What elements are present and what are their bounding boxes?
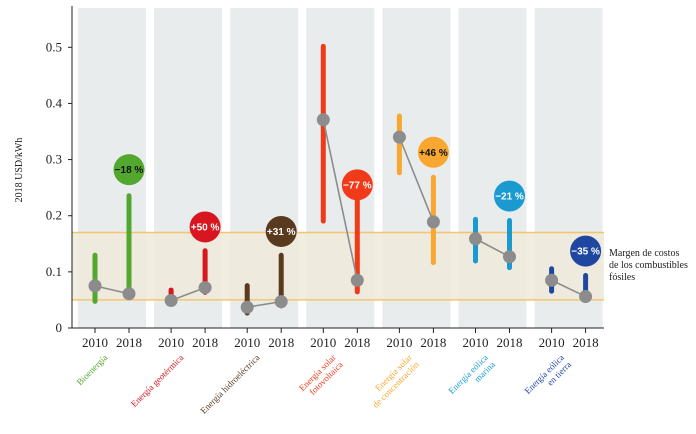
change-badge-label-2: +50 % — [191, 222, 220, 233]
change-badge-2 — [189, 211, 221, 243]
x-tick-label-2010: 2010 — [463, 335, 489, 350]
change-badge-1 — [113, 154, 145, 186]
x-tick-label-2010: 2010 — [158, 335, 184, 350]
category-label-line: Energía geotérmica — [129, 352, 186, 409]
average-dot-1-2010 — [88, 279, 102, 293]
range-bar-1-2010 — [92, 252, 98, 304]
x-tick-label-2018: 2018 — [344, 335, 370, 350]
fossil-band-label-line: fósiles — [609, 272, 635, 283]
category-label-line: Bioenergía — [75, 352, 110, 387]
y-tick-label: 0.4 — [46, 95, 63, 110]
x-tick-label-2018: 2018 — [116, 335, 142, 350]
category-label-1: Bioenergía — [75, 352, 110, 387]
average-dot-5-2018 — [426, 215, 440, 229]
average-dot-6-2018 — [503, 250, 516, 264]
change-badge-6 — [494, 180, 525, 212]
change-badge-label-7: −35 % — [571, 247, 600, 258]
range-bar-4-2010 — [320, 43, 326, 224]
average-dot-3-2018 — [274, 295, 288, 309]
category-label-line: Energía hidroeléctrica — [198, 352, 261, 415]
change-badge-5 — [417, 136, 449, 168]
category-label-4: Energía solarfotovoltaica — [297, 352, 345, 400]
change-badge-label-1: −18 % — [115, 165, 144, 176]
average-dot-4-2018 — [350, 273, 364, 287]
range-bar-4-2018 — [354, 182, 360, 295]
x-tick-label-2018: 2018 — [573, 335, 599, 350]
connector-line-5 — [398, 136, 435, 223]
connector-line-4 — [322, 119, 359, 281]
x-tick-label-2018: 2018 — [497, 335, 523, 350]
average-dot-1-2018 — [122, 287, 136, 301]
average-dot-4-2010 — [316, 113, 330, 127]
change-badge-label-4: −77 % — [343, 180, 372, 191]
x-tick-label-2018: 2018 — [420, 335, 446, 350]
change-badge-label-3: +31 % — [267, 227, 296, 238]
average-dot-2-2010 — [164, 293, 178, 307]
change-badge-label-6: −21 % — [495, 192, 524, 203]
average-dot-7-2010 — [545, 273, 559, 287]
change-badge-3 — [265, 215, 297, 247]
x-tick-label-2010: 2010 — [539, 335, 565, 350]
average-dot-7-2018 — [579, 290, 593, 304]
range-bar-3-2018 — [278, 252, 284, 309]
average-dot-5-2010 — [392, 130, 406, 144]
change-badge-7 — [570, 235, 602, 267]
change-badge-4 — [341, 169, 373, 201]
x-tick-label-2010: 2010 — [234, 335, 260, 350]
x-tick-label-2018: 2018 — [192, 335, 218, 350]
x-tick-label-2010: 2010 — [386, 335, 412, 350]
fossil-band-label-line: de los combustibles — [609, 260, 688, 271]
y-tick-label: 0.5 — [46, 39, 62, 54]
range-bar-1-2018 — [126, 193, 132, 300]
x-tick-label-2010: 2010 — [310, 335, 336, 350]
category-label-3: Energía hidroeléctrica — [198, 352, 261, 415]
x-tick-label-2018: 2018 — [268, 335, 294, 350]
fossil-band — [72, 232, 604, 300]
y-axis-label: 2018 USD/kWh — [14, 138, 25, 203]
category-label-6: Energía eólicamarina — [446, 352, 497, 403]
x-tick-label-2010: 2010 — [82, 335, 108, 350]
y-tick-label: 0 — [56, 320, 63, 335]
change-badge-label-5: +46 % — [419, 148, 448, 159]
category-label-7: Energía eólicaen tierra — [522, 352, 573, 403]
category-label-2: Energía geotérmica — [129, 352, 186, 409]
average-dot-6-2010 — [469, 232, 482, 246]
average-dot-2-2018 — [198, 281, 212, 295]
y-tick-label: 0.3 — [46, 152, 62, 167]
average-dot-3-2010 — [240, 300, 254, 314]
y-tick-label: 0.2 — [46, 208, 62, 223]
category-label-5: Energía solarde concentración — [363, 352, 421, 410]
y-tick-label: 0.1 — [46, 264, 62, 279]
fossil-band-label-line: Margen de costos — [609, 248, 679, 259]
range-bar-5-2010 — [396, 113, 402, 176]
